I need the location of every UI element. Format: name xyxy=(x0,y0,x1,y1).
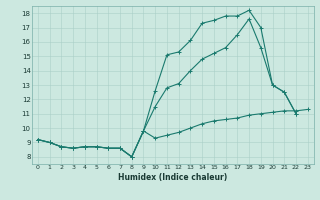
X-axis label: Humidex (Indice chaleur): Humidex (Indice chaleur) xyxy=(118,173,228,182)
